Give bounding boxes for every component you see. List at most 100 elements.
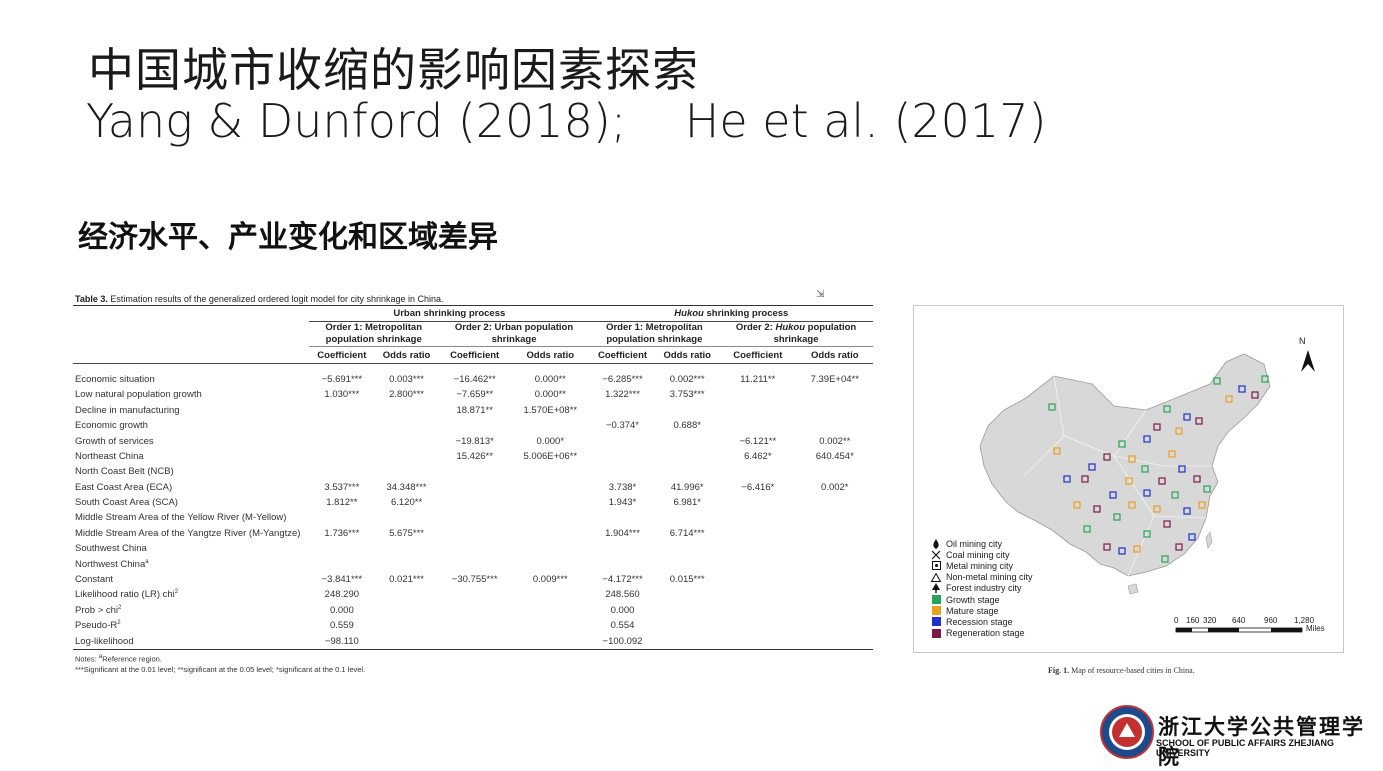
taiwan-island [1205,531,1213,549]
table-row: Southwest China [73,541,873,556]
hainan-island [1127,583,1139,595]
green-square-icon [930,595,942,605]
odds-ratio-cell [375,510,439,525]
odds-ratio-cell: 6.714*** [669,527,705,539]
odds-ratio-cell [655,556,719,571]
table-row: Low natural population growth 1.030*** 2.8… [73,387,873,402]
col-odds-ratio: Odds ratio [374,346,439,364]
odds-ratio-cell: 0.000** [534,373,566,385]
coefficient-cell [719,526,796,541]
odds-ratio-cell [511,603,590,618]
city-marker [1048,403,1056,411]
odds-ratio-cell [797,418,873,433]
coefficient-cell [719,572,796,587]
coefficient-cell: −30.755*** [451,574,498,586]
odds-ratio-cell [511,510,590,525]
coefficient-cell [309,403,375,418]
table-row: Constant −3.841*** 0.021*** −30.755*** 0.009… [73,572,873,587]
city-marker [1153,505,1161,513]
city-marker [1213,377,1221,385]
city-marker [1193,475,1201,483]
map-legend: Oil mining city Coal mining city Metal min… [930,538,1033,639]
coefficient-cell: −6.121** [739,435,777,447]
city-marker [1168,450,1176,458]
coefficient-cell [438,510,511,525]
city-marker [1125,477,1133,485]
order1-header: Order 1: Metropolitan population shrinkag… [309,321,439,348]
coefficient-cell: 11.211** [740,373,776,385]
city-marker [1188,533,1196,541]
coefficient-cell: −5.691*** [321,373,363,385]
col-coefficient: Coefficient [589,346,656,364]
odds-ratio-cell [375,541,439,556]
city-marker [1128,455,1136,463]
legend-item: Regeneration stage [930,628,1033,639]
odds-ratio-cell [375,403,439,418]
coefficient-cell [438,480,511,495]
legend-item: Coal mining city [930,549,1033,560]
col-odds-ratio: Odds ratio [796,346,873,364]
coefficient-cell [590,510,656,525]
mouse-cursor-icon: ⇲ [816,289,825,300]
coefficient-cell: −3.841*** [321,574,363,586]
city-marker [1163,520,1171,528]
row-label: Middle Stream Area of the Yellow River (… [75,512,287,524]
city-marker [1133,545,1141,553]
city-marker [1053,447,1061,455]
odds-ratio-cell: 640.454* [815,450,854,462]
pickaxe-icon [930,550,942,560]
city-marker [1128,501,1136,509]
odds-ratio-cell: 3.753*** [669,389,705,401]
triangle-icon [930,572,942,582]
row-label: Economic growth [75,420,148,432]
scale-tick: 960 [1264,616,1278,625]
coefficient-cell [590,433,656,448]
row-label: Pseudo-R2 [75,620,121,632]
coefficient-cell: −7.659** [456,389,494,401]
table-row: Northwest Chinaa [73,556,873,571]
table-row: Northeast China 15.426** 5.006E+06** 6.462*… [73,449,873,464]
north-arrow-icon [1301,350,1315,372]
city-marker [1178,465,1186,473]
table-row: Growth of services −19.813* 0.000* −6.121**… [73,433,873,448]
row-label: South Coast Area (SCA) [75,497,178,509]
odds-ratio-cell [511,495,590,510]
table-caption: Table 3. Estimation results of the gener… [75,294,444,304]
city-marker [1183,413,1191,421]
odds-ratio-cell: 6.120** [390,497,423,509]
coefficient-cell: 0.559 [329,620,354,632]
scale-tick: 640 [1232,616,1246,625]
zju-logo: 浙江大学公共管理学院 SCHOOL OF PUBLIC AFFAIRS ZHEJ… [1098,703,1383,769]
coefficient-cell: −100.092 [589,633,656,650]
square-dot-icon [930,561,942,571]
col-odds-ratio: Odds ratio [655,346,720,364]
coefficient-cell: −6.285*** [602,373,643,385]
odds-ratio-cell [655,449,719,464]
odds-ratio-cell: 7.39E+04** [810,373,859,385]
coefficient-cell [438,603,511,618]
coefficient-cell [719,633,797,650]
coefficient-cell [590,464,656,479]
table-notes: Notes: aReference region. ***Significant… [75,652,365,675]
odds-ratio-cell [511,464,590,479]
city-marker [1103,453,1111,461]
coefficient-cell [438,464,511,479]
legend-item: Mature stage [930,605,1033,616]
scale-bar-graphic [1175,627,1303,633]
coefficient-cell [719,403,796,418]
odds-ratio-cell [797,495,873,510]
slide-title: 中国城市收缩的影响因素探索 [88,43,699,97]
slide-references: Yang & Dunford (2018); He et al. (2017) [86,94,1047,148]
city-marker [1109,491,1117,499]
legend-label: Oil mining city [946,538,1003,549]
coefficient-cell: 0.000 [329,604,354,616]
coefficient-cell: 0.000 [610,604,635,616]
city-marker [1118,440,1126,448]
city-marker [1153,423,1161,431]
odds-ratio-cell [511,418,590,433]
coefficient-cell [719,387,796,402]
coefficient-cell: −6.416* [741,481,775,493]
university-seal-icon [1100,705,1154,759]
city-marker [1175,427,1183,435]
coefficient-cell: −4.172*** [602,574,643,586]
